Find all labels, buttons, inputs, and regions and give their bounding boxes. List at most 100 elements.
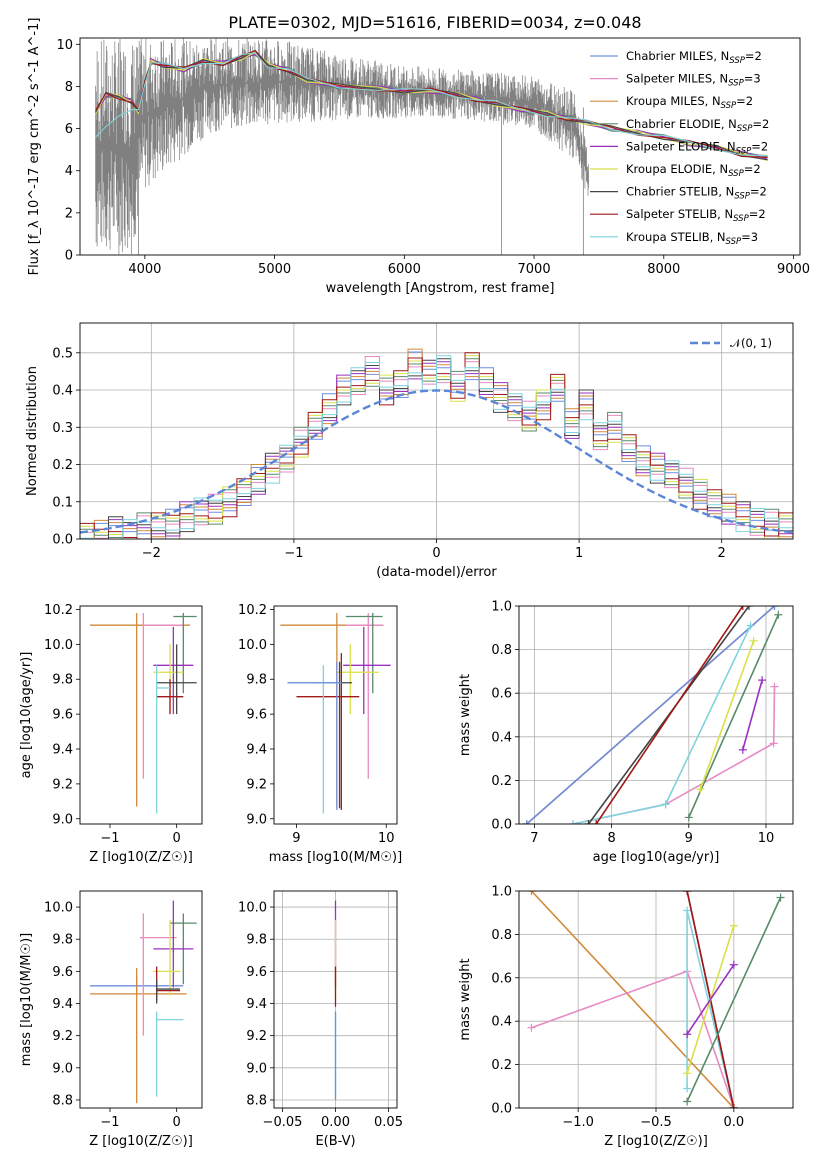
legend-value: =2 — [752, 117, 769, 131]
y-axis-label: age [log10(age/yr)] — [19, 652, 34, 779]
y-tick-label: 9.6 — [52, 965, 73, 980]
y-tick-label: 9.4 — [246, 743, 267, 758]
y-tick-label: 9.4 — [52, 997, 73, 1012]
marker-salpeter_elodie — [738, 745, 747, 754]
y-tick-label: 6 — [65, 122, 73, 137]
series-chabrier_elodie — [688, 614, 780, 818]
y-tick: 0.1 — [52, 495, 80, 510]
marker-kroupa_stelib — [746, 621, 755, 630]
y-tick-label: 0.2 — [52, 458, 73, 473]
marker-salpeter_miles — [769, 739, 778, 748]
x-tick-label: 7000 — [518, 262, 551, 277]
x-tick-label: 8000 — [647, 262, 680, 277]
series-salpeter_elodie — [742, 679, 763, 751]
y-tick: 9.2 — [52, 1029, 80, 1044]
y-tick: 9.0 — [246, 1061, 274, 1076]
legend-label-salpeter_stelib: Salpeter STELIB, NSSP=2 — [626, 207, 766, 224]
x-tick: −1 — [284, 539, 303, 561]
x-tick-label: 9000 — [777, 262, 810, 277]
series-salpeter_miles — [531, 970, 735, 1108]
y-tick: 0.2 — [491, 1058, 519, 1073]
x-axis-label: Z [log10(Z/Z☉)] — [604, 1134, 708, 1149]
y-tick: 9.0 — [246, 812, 274, 827]
legend-value: =2 — [745, 49, 762, 63]
x-tick: 7000 — [518, 255, 551, 277]
marker-salpeter_stelib — [683, 891, 692, 895]
y-tick-label: 9.6 — [246, 708, 267, 723]
y-tick-label: 9.2 — [52, 1029, 73, 1044]
marker-salpeter_elodie — [729, 960, 738, 969]
y-tick-label: 0.8 — [491, 643, 512, 658]
axes-frame — [79, 37, 801, 256]
x-tick: 4000 — [128, 255, 161, 277]
legend-subscript: SSP — [726, 237, 742, 247]
axes-frame — [79, 890, 203, 1109]
x-tick-label: −0.5 — [640, 1115, 672, 1130]
y-tick-label: 8 — [65, 80, 73, 95]
legend: 𝒩(0, 1) — [690, 336, 772, 350]
x-tick: 9 — [292, 824, 301, 846]
marker-chabrier_stelib — [584, 820, 593, 824]
y-tick-label: 9.0 — [52, 812, 73, 827]
legend-value: =2 — [751, 139, 768, 153]
y-tick: 0.0 — [52, 533, 80, 548]
marker-kroupa_elodie — [683, 1069, 692, 1078]
axes-frame — [273, 605, 398, 825]
x-axis-label: age [log10(age/yr)] — [593, 850, 720, 865]
y-tick-label: 10.0 — [238, 638, 267, 653]
normal-curve — [80, 389, 793, 534]
legend-value: =3 — [741, 230, 758, 244]
x-tick: 2 — [718, 539, 726, 561]
plot-area — [519, 891, 793, 1108]
y-axis-label: mass weight — [458, 958, 473, 1040]
x-tick-label: −1 — [100, 831, 119, 846]
y-tick: 9.4 — [246, 743, 274, 758]
x-tick-label: −1 — [284, 546, 303, 561]
x-tick: 0 — [173, 824, 181, 846]
y-tick-label: 9.4 — [52, 743, 73, 758]
y-tick-label: 9.6 — [246, 965, 267, 980]
x-tick: 5000 — [258, 255, 291, 277]
legend-value: =2 — [736, 94, 753, 108]
y-tick-label: 2 — [65, 206, 73, 221]
data-spectrum — [95, 38, 589, 255]
y-tick: 9.4 — [246, 997, 274, 1012]
marker-salpeter_elodie — [758, 676, 767, 685]
y-tick: 9.6 — [246, 965, 274, 980]
y-tick: 10.0 — [238, 638, 274, 653]
axes-frame — [79, 605, 203, 825]
legend-label-chabrier_miles: Chabrier MILES, NSSP=2 — [626, 49, 762, 66]
legend-subscript: SSP — [737, 124, 753, 134]
x-tick-label: 10 — [758, 831, 775, 846]
y-tick-label: 9.2 — [52, 777, 73, 792]
legend-subscript: SSP — [734, 192, 750, 202]
x-tick-label: 1 — [575, 546, 583, 561]
y-tick-label: 0.4 — [52, 384, 73, 399]
y-tick-label: 0.0 — [491, 818, 512, 833]
marker-chabrier_stelib — [745, 606, 754, 610]
x-tick-label: 0.00 — [321, 1115, 350, 1130]
series-chabrier_elodie — [686, 897, 782, 1102]
marker-kroupa_stelib — [661, 800, 670, 809]
y-tick: 0.4 — [52, 384, 80, 399]
plot-area — [90, 612, 197, 814]
plot-area — [519, 606, 793, 824]
x-axis-label: (data-model)/error — [376, 565, 497, 580]
legend: Chabrier MILES, NSSP=2 Salpeter MILES, NS… — [590, 49, 769, 247]
x-tick: −1.0 — [562, 1108, 594, 1130]
y-tick-label: 9.8 — [246, 673, 267, 688]
plot-area — [95, 38, 768, 255]
plot-area — [274, 891, 397, 1108]
series-salpeter_elodie — [686, 964, 735, 1035]
marker-kroupa_stelib — [683, 906, 692, 915]
marker-chabrier_elodie — [774, 610, 783, 619]
x-tick-label: 10 — [378, 831, 395, 846]
x-axis-label: Z [log10(Z/Z☉)] — [89, 850, 193, 865]
y-tick: 0.2 — [491, 774, 519, 789]
y-tick: 9.2 — [52, 777, 80, 792]
y-tick: 8.8 — [246, 1093, 274, 1108]
y-tick-label: 0.6 — [491, 687, 512, 702]
legend-label-chabrier_stelib: Chabrier STELIB, NSSP=2 — [626, 185, 767, 202]
y-tick-label: 0.4 — [491, 730, 512, 745]
legend-subscript: SSP — [721, 101, 737, 111]
